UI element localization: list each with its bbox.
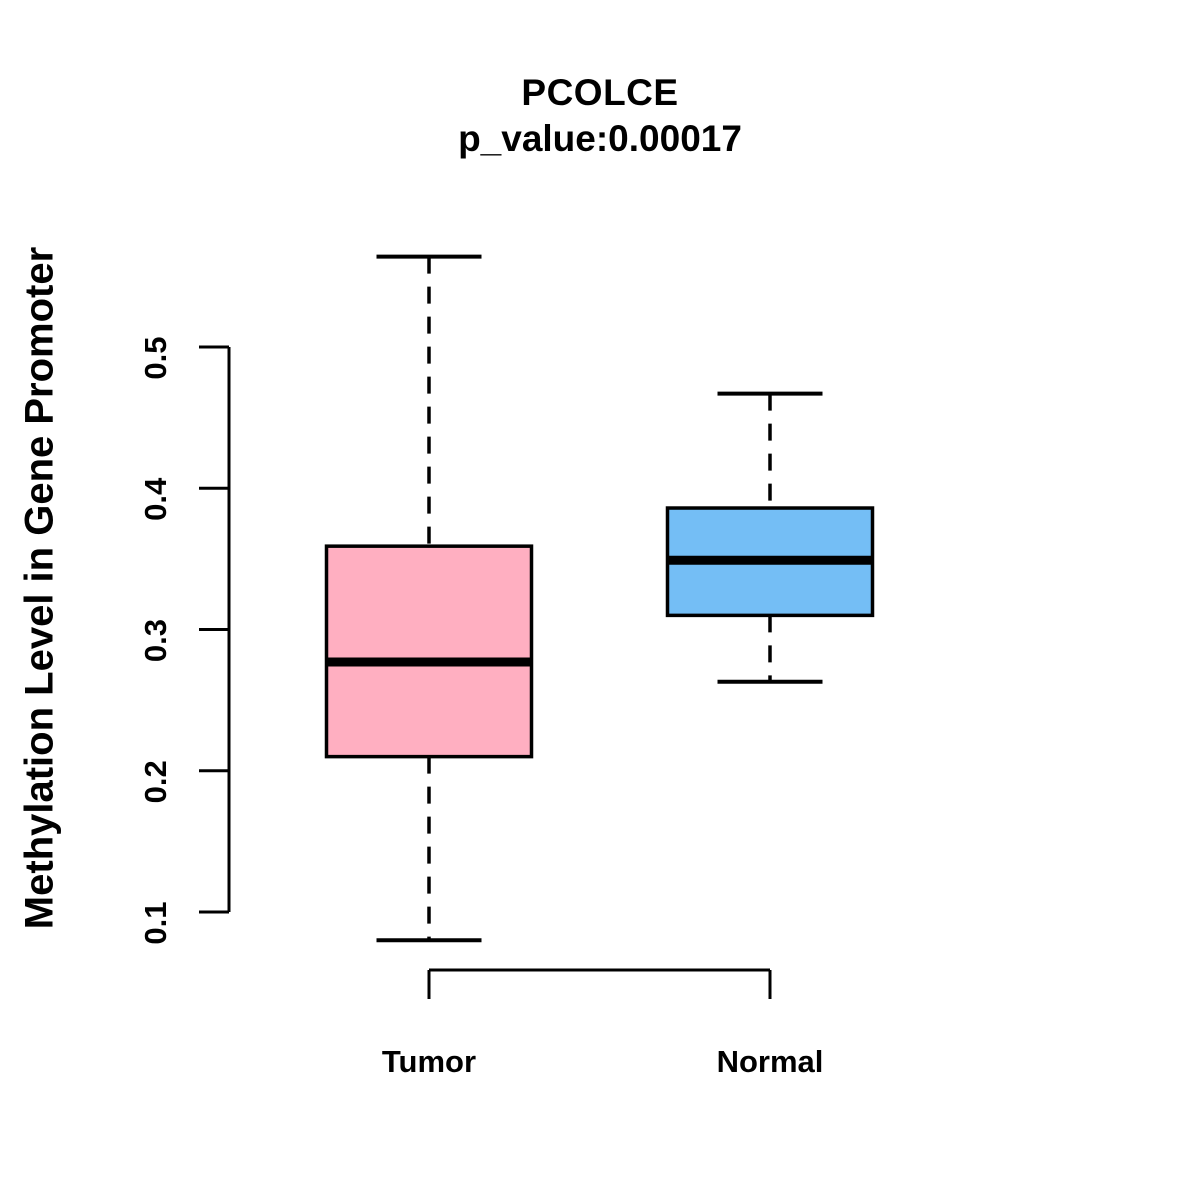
y-axis-tick-label: 0.2 (138, 760, 173, 803)
y-axis-tick-label: 0.5 (138, 336, 173, 379)
x-axis-category-label-tumor: Tumor (382, 1044, 476, 1079)
chart-title: PCOLCE (521, 72, 679, 113)
x-axis-category-label-normal: Normal (717, 1044, 824, 1079)
y-axis-tick-label: 0.1 (138, 901, 173, 944)
chart-subtitle: p_value:0.00017 (458, 118, 742, 159)
y-axis-tick-label: 0.4 (138, 477, 173, 521)
box-tumor (324, 544, 534, 759)
y-axis-tick-label: 0.3 (138, 619, 173, 662)
